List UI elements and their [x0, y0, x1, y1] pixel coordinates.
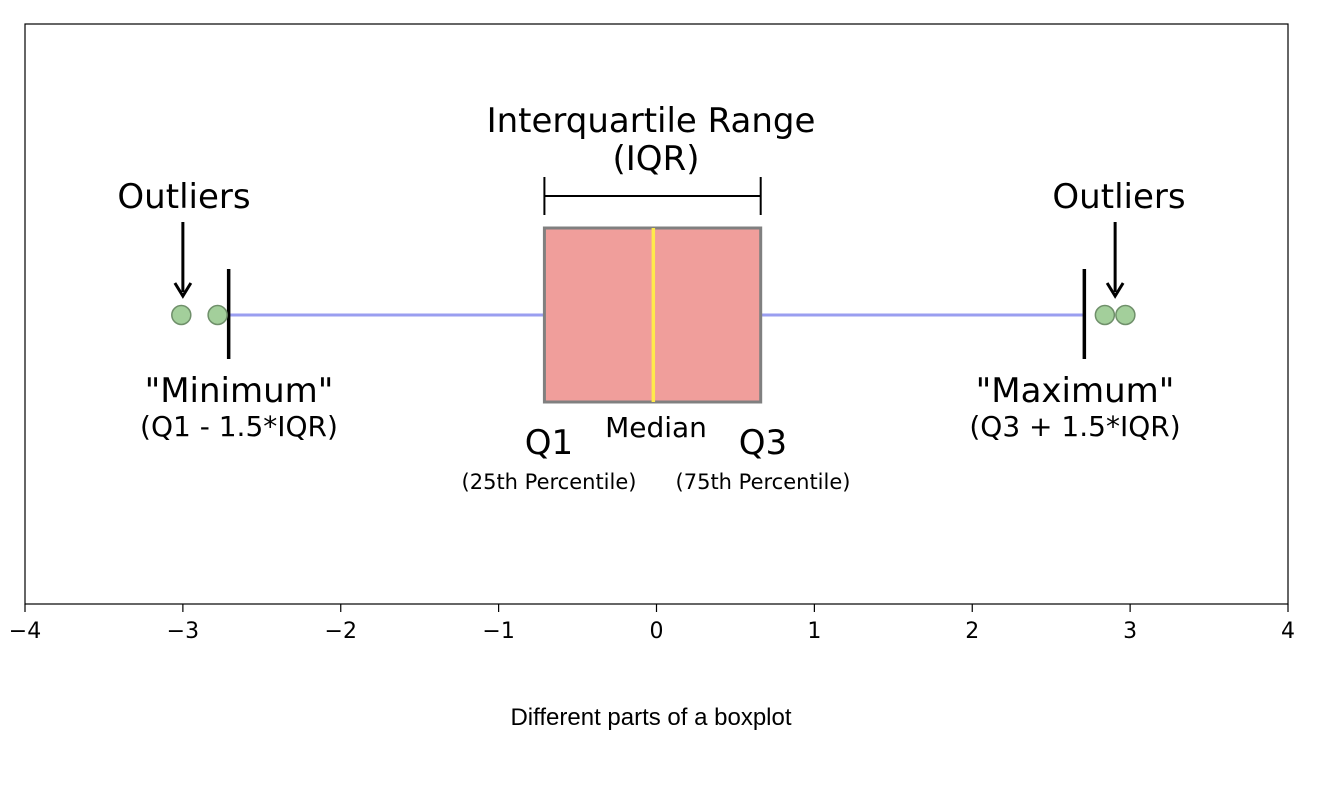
- q3-desc: (75th Percentile): [676, 470, 851, 494]
- q1-label: Q1: [525, 423, 573, 463]
- q3-label: Q3: [739, 423, 787, 463]
- outlier-point: [1094, 304, 1116, 326]
- x-tick-label: 0: [650, 619, 664, 644]
- x-tick-label: −2: [325, 619, 357, 644]
- iqr-abbrev: (IQR): [613, 139, 700, 179]
- outliers-right-arrow-head: [1105, 282, 1125, 299]
- maximum-formula: (Q3 + 1.5*IQR): [969, 410, 1180, 443]
- x-tick-label: −4: [9, 619, 41, 644]
- x-tick-label: 1: [807, 619, 821, 644]
- outliers-right-label: Outliers: [1052, 177, 1185, 217]
- outliers-left-arrow-head: [173, 282, 193, 299]
- median-label: Median: [605, 411, 707, 444]
- x-tick-label: 4: [1281, 619, 1295, 644]
- outlier-point: [1115, 304, 1136, 326]
- q1-desc: (25th Percentile): [462, 470, 637, 494]
- x-tick-label: −3: [167, 619, 199, 644]
- minimum-label: "Minimum": [145, 371, 334, 411]
- maximum-label: "Maximum": [976, 371, 1175, 411]
- iqr-title: Interquartile Range: [487, 101, 816, 141]
- outliers-left-label: Outliers: [117, 177, 250, 217]
- x-tick-label: −1: [482, 619, 514, 644]
- x-tick-label: 3: [1123, 619, 1137, 644]
- minimum-formula: (Q1 - 1.5*IQR): [140, 410, 338, 443]
- outlier-point: [207, 304, 228, 326]
- outlier-point: [171, 304, 192, 326]
- x-tick-label: 2: [965, 619, 979, 644]
- chart-caption: Different parts of a boxplot: [510, 704, 791, 731]
